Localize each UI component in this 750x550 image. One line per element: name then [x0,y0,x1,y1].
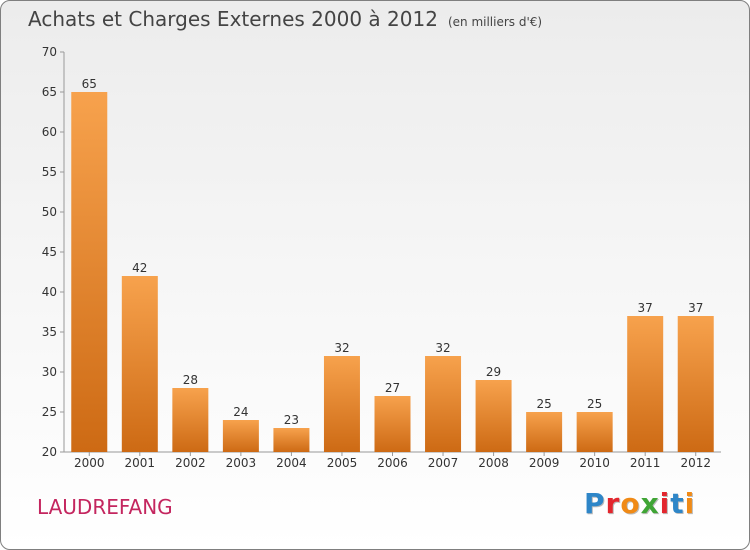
x-tick-label: 2007 [428,456,459,470]
value-label-2005: 32 [334,341,349,355]
value-label-2002: 28 [183,373,198,387]
logo-letter: r [605,487,621,520]
bar-2003 [222,420,259,452]
x-tick-label: 2003 [226,456,257,470]
y-tick-label: 45 [42,245,57,259]
x-tick-label: 2002 [175,456,206,470]
y-tick-label: 35 [42,325,57,339]
bar-2005 [323,356,360,452]
bar-2011 [627,316,664,452]
value-label-2009: 25 [536,397,551,411]
logo-letter: i [659,487,671,520]
x-tick-label: 2010 [579,456,610,470]
proxiti-logo[interactable]: Proxiti [584,487,695,520]
logo-letter: i [684,487,696,520]
chart-subtitle: (en milliers d'€) [447,15,543,29]
x-tick-label: 2001 [125,456,156,470]
y-tick-label: 50 [42,205,57,219]
bar-2006 [374,396,411,452]
x-tick-label: 2000 [74,456,105,470]
x-tick-label: 2004 [276,456,307,470]
x-tick-label: 2012 [680,456,711,470]
bar-2009 [526,412,563,452]
bar-2002 [172,388,209,452]
data-labels: 65 42 28 24 23 32 27 32 29 25 25 37 37 [82,77,704,427]
value-label-2011: 37 [638,301,653,315]
x-tick-label: 2009 [529,456,560,470]
y-tick-label: 30 [42,365,57,379]
bars [71,92,714,452]
x-tick-label: 2006 [377,456,408,470]
value-label-2007: 32 [435,341,450,355]
bar-2012 [677,316,714,452]
value-label-2006: 27 [385,381,400,395]
commune-name: LAUDREFANG [37,495,173,519]
logo-letter: t [670,487,685,520]
bar-2004 [273,428,310,452]
bar-2008 [475,380,512,452]
value-label-2001: 42 [132,261,147,275]
y-tick-label: 70 [42,45,57,59]
chart-title-text: Achats et Charges Externes 2000 à 2012 [28,7,438,31]
value-label-2008: 29 [486,365,501,379]
y-tick-label: 60 [42,125,57,139]
logo-letter: x [640,487,660,520]
y-tick-label: 20 [42,445,57,459]
tick-labels: 20 25 30 35 40 45 50 55 60 65 70 2000 2001 2002 2003 20… [42,45,711,470]
value-label-2012: 37 [688,301,703,315]
value-label-2004: 23 [284,413,299,427]
x-tick-label: 2008 [478,456,509,470]
chart-title: Achats et Charges Externes 2000 à 2012 (e… [28,7,542,31]
bar-2010 [576,412,613,452]
y-tick-label: 40 [42,285,57,299]
logo-letter: P [584,487,606,520]
x-tick-label: 2011 [630,456,661,470]
value-label-2003: 24 [233,405,248,419]
x-tick-label: 2005 [327,456,358,470]
value-label-2000: 65 [82,77,97,91]
bar-2001 [121,276,158,452]
value-label-2010: 25 [587,397,602,411]
logo-letter: o [620,487,641,520]
y-tick-label: 55 [42,165,57,179]
bar-2007 [425,356,462,452]
y-tick-label: 25 [42,405,57,419]
y-tick-label: 65 [42,85,57,99]
bar-2000 [71,92,108,452]
